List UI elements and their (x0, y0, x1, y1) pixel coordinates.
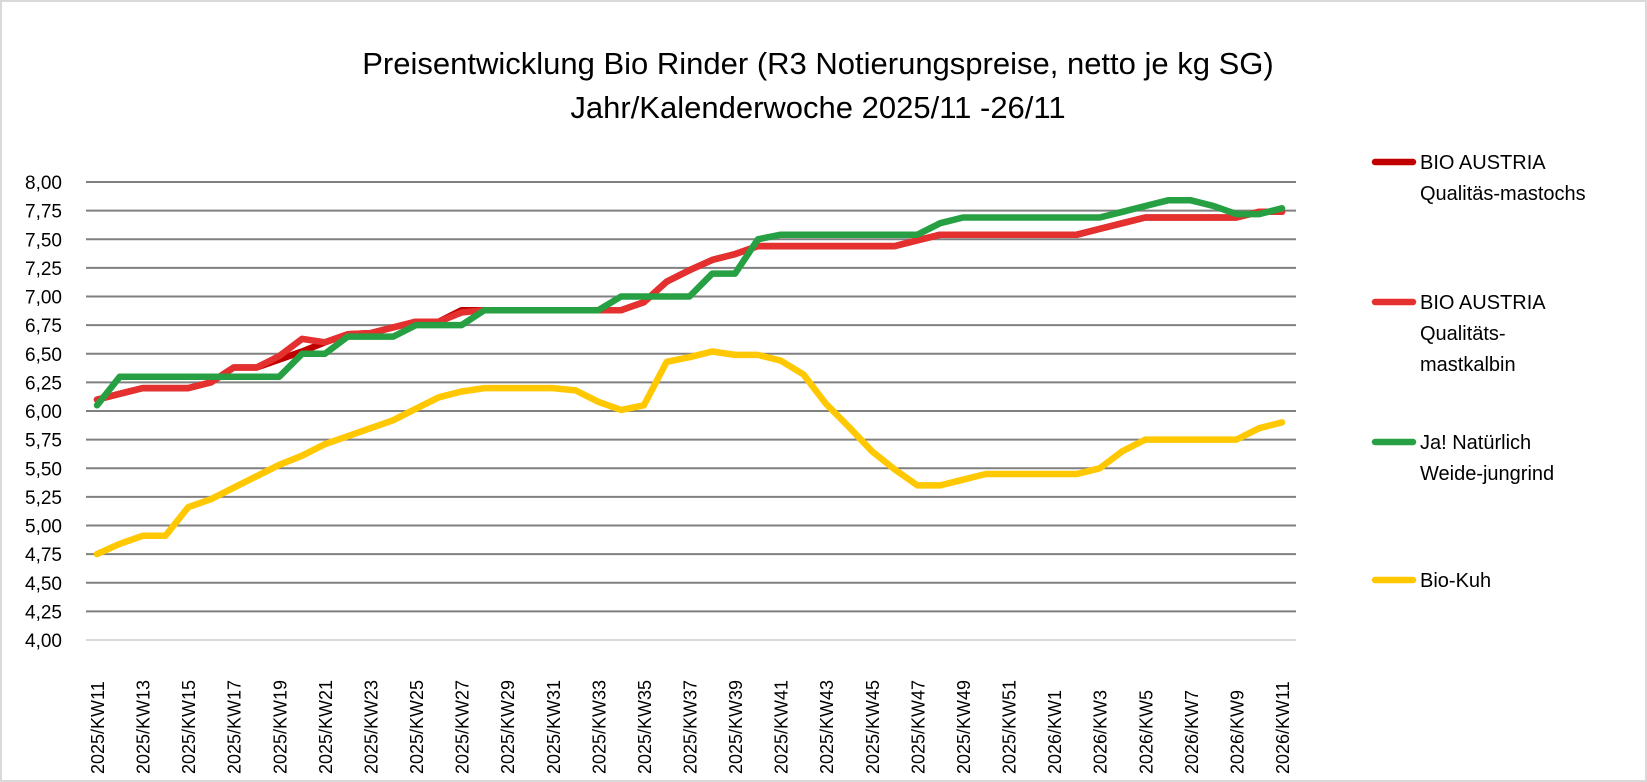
legend: BIO AUSTRIA Qualitäs-mastochs BIO AUSTRIA Q… (1371, 152, 1586, 592)
y-tick-label: 7,75 (25, 202, 62, 223)
series-line (93, 208, 1286, 403)
legend-label: BIO AUSTRIA (1420, 152, 1546, 174)
x-tick-label: 2026/KW5 (1136, 690, 1156, 774)
x-tick-label: 2025/KW41 (772, 680, 792, 774)
y-tick-label: 5,75 (25, 431, 62, 452)
y-tick-label: 6,00 (25, 402, 62, 423)
y-tick-label: 5,25 (25, 488, 62, 509)
x-tick-label: 2025/KW51 (1000, 680, 1020, 774)
x-tick-label: 2025/KW13 (134, 680, 154, 774)
y-tick-label: 8,00 (25, 173, 62, 194)
x-tick-label: 2025/KW35 (635, 680, 655, 774)
y-tick-label: 5,00 (25, 517, 62, 538)
x-tick-label: 2025/KW43 (817, 680, 837, 774)
legend-label: Qualitäts- (1420, 323, 1506, 345)
x-tick-label: 2025/KW33 (589, 680, 609, 774)
x-tick-label: 2025/KW47 (908, 680, 928, 774)
x-tick-label: 2025/KW11 (88, 681, 108, 774)
x-tick-label: 2026/KW11 (1273, 681, 1293, 774)
y-tick-label: 4,00 (25, 631, 62, 652)
legend-label: Ja! Natürlich (1420, 432, 1531, 454)
chart-title: Preisentwicklung Bio Rinder (R3 Notierun… (362, 46, 1274, 81)
y-axis-labels: 4,00 4,25 4,50 4,75 5,00 5,25 5,50 5,75 6,00 6,25… (25, 173, 62, 652)
legend-label: Qualitäs-mastochs (1420, 183, 1586, 205)
legend-label: mastkalbin (1420, 354, 1516, 376)
x-axis-labels: 2025/KW11 2025/KW13 2025/KW15 2025/KW17 2025… (88, 680, 1293, 774)
x-tick-label: 2026/KW3 (1091, 690, 1111, 774)
x-tick-label: 2025/KW19 (270, 680, 290, 774)
y-tick-label: 4,75 (25, 545, 62, 566)
y-tick-label: 7,25 (25, 259, 62, 280)
y-tick-label: 4,25 (25, 602, 62, 623)
x-tick-label: 2025/KW39 (726, 680, 746, 774)
x-tick-label: 2025/KW45 (863, 680, 883, 774)
series-line (93, 197, 1286, 409)
x-tick-label: 2025/KW25 (407, 680, 427, 774)
series-lines (93, 197, 1286, 558)
legend-label: BIO AUSTRIA (1420, 292, 1546, 314)
x-tick-label: 2026/KW1 (1045, 690, 1065, 774)
y-tick-label: 7,00 (25, 288, 62, 309)
y-tick-label: 7,50 (25, 230, 62, 251)
legend-label: Bio-Kuh (1420, 570, 1491, 592)
x-tick-label: 2025/KW27 (453, 680, 473, 774)
gridlines (86, 181, 1296, 641)
x-tick-label: 2025/KW21 (316, 680, 336, 774)
series-line (93, 348, 1286, 558)
x-tick-label: 2026/KW7 (1182, 690, 1202, 774)
x-tick-label: 2025/KW15 (179, 680, 199, 774)
chart-title-block: Preisentwicklung Bio Rinder (R3 Notierun… (0, 42, 1636, 130)
x-tick-label: 2025/KW17 (225, 680, 245, 774)
y-tick-label: 6,75 (25, 316, 62, 337)
x-tick-label: 2025/KW29 (498, 680, 518, 774)
x-tick-label: 2025/KW49 (954, 680, 974, 774)
y-tick-label: 4,50 (25, 574, 62, 595)
chart-subtitle: Jahr/Kalenderwoche 2025/11 -26/11 (570, 90, 1066, 125)
x-tick-label: 2026/KW9 (1227, 690, 1247, 774)
legend-label: Weide-jungrind (1420, 463, 1554, 485)
x-tick-label: 2025/KW37 (681, 680, 701, 774)
x-tick-label: 2025/KW31 (544, 680, 564, 774)
y-tick-label: 6,25 (25, 373, 62, 394)
x-tick-label: 2025/KW23 (361, 680, 381, 774)
y-tick-label: 5,50 (25, 459, 62, 480)
y-tick-label: 6,50 (25, 345, 62, 366)
